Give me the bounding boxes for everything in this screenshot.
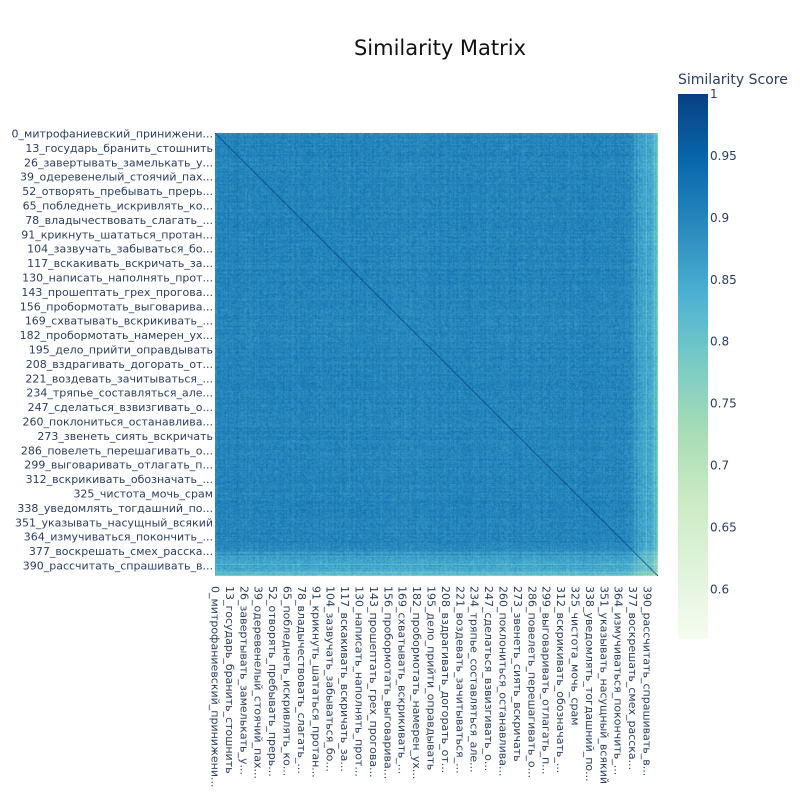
- y-tick-label: 312_вскрикивать_обозначать_...: [26, 473, 213, 486]
- y-tick-label: 91_крикнуть_шататься_протан...: [21, 228, 213, 241]
- y-tick-label: 338_уведомлять_тогдашний_по...: [17, 502, 213, 515]
- colorbar-tick-label: 1: [710, 87, 718, 101]
- y-axis-tick-labels: 0_митрофаниевский_принижени...13_государ…: [12, 128, 213, 573]
- y-tick-label: 221_воздевать_зачитываться_...: [25, 372, 213, 385]
- y-tick-label: 13_государь_бранить_стошнить: [25, 142, 213, 155]
- x-tick-label: 377_воскрешать_смех_расска...: [626, 586, 639, 770]
- chart-title: Similarity Matrix: [354, 36, 526, 60]
- y-tick-label: 169_схватывать_вскрикивать_...: [25, 315, 213, 328]
- y-tick-label: 351_указывать_насущный_всякий: [15, 516, 213, 529]
- x-tick-label: 364_измучиваться_покончить_...: [612, 586, 625, 775]
- y-tick-label: 390_рассчитать_спрашивать_в...: [23, 559, 213, 572]
- colorbar-tick-label: 0.75: [710, 397, 737, 411]
- x-tick-label: 169_схватывать_вскрикивать_...: [396, 586, 409, 774]
- y-tick-label: 182_пробормотать_намерен_ух...: [20, 329, 213, 342]
- colorbar-title: Similarity Score: [678, 72, 788, 88]
- y-tick-label: 39_одеревенелый_стоячий_пах...: [20, 171, 213, 184]
- y-tick-label: 130_написать_наполнять_прот...: [22, 272, 213, 285]
- y-tick-label: 273_звенеть_сиять_вскричать: [37, 430, 213, 443]
- y-tick-label: 0_митрофаниевский_принижени...: [12, 128, 213, 141]
- x-tick-label: 273_звенеть_сиять_вскричать: [511, 586, 524, 762]
- x-tick-label: 130_написать_наполнять_прот...: [353, 586, 366, 777]
- y-tick-label: 78_владычествовать_слагать_...: [25, 214, 213, 227]
- colorbar-tick-label: 0.95: [710, 149, 737, 163]
- x-tick-label: 182_пробормотать_намерен_ух...: [410, 586, 423, 779]
- y-tick-label: 247_сделаться_взвизгивать_о...: [28, 401, 213, 414]
- x-tick-label: 208_вздрагивать_догорать_от...: [439, 586, 452, 773]
- x-tick-label: 65_побледнеть_искривлять_ко...: [281, 586, 294, 776]
- colorbar-tick-label: 0.85: [710, 273, 737, 287]
- y-tick-label: 195_дело_прийти_оправдывать: [29, 344, 213, 357]
- y-tick-label: 117_вскакивать_вскричать_за...: [27, 257, 213, 270]
- heatmap-plot-area: [215, 133, 658, 576]
- x-tick-label: 156_пробормотать_выговарива...: [381, 586, 394, 779]
- x-tick-label: 221_воздевать_зачитываться_...: [453, 586, 466, 774]
- x-tick-label: 26_завертывать_замелькать_у...: [237, 586, 250, 775]
- heatmap-cells: [215, 133, 658, 576]
- y-tick-label: 286_повелеть_перешагивать_о...: [21, 444, 213, 457]
- x-tick-label: 351_указывать_насущный_всякий: [597, 586, 610, 784]
- x-tick-label: 195_дело_прийти_оправдывать: [425, 586, 438, 770]
- x-tick-label: 312_вскрикивать_обозначать_...: [554, 586, 567, 773]
- x-tick-label: 13_государь_бранить_стошнить: [223, 586, 236, 774]
- x-tick-label: 143_прошептать_грех_прогова...: [367, 586, 380, 778]
- y-tick-label: 52_отворять_пребывать_прерь...: [22, 185, 213, 198]
- x-tick-label: 260_поклониться_останавлива...: [497, 586, 510, 776]
- y-tick-label: 208_вздрагивать_догорать_от...: [26, 358, 213, 371]
- x-tick-label: 247_сделаться_взвизгивать_о...: [482, 586, 495, 771]
- y-tick-label: 299_выговаривать_отлагать_п...: [24, 459, 213, 472]
- colorbar-tick-label: 0.7: [710, 459, 729, 473]
- colorbar: Similarity Score 1 0.95 0.9 0.85 0.8 0.75 0.7 0…: [678, 72, 788, 639]
- colorbar-tick-label: 0.9: [710, 211, 729, 225]
- x-tick-label: 78_владычествовать_слагать_...: [295, 586, 308, 774]
- x-tick-label: 390_рассчитать_спрашивать_в...: [640, 586, 653, 776]
- x-tick-label: 52_отворять_пребывать_прерь...: [266, 586, 279, 777]
- x-tick-label: 91_крикнуть_шататься_протан...: [309, 586, 322, 778]
- x-tick-label: 286_повелеть_перешагивать_о...: [525, 586, 538, 778]
- x-tick-label: 0_митрофаниевский_принижени...: [209, 586, 222, 787]
- x-tick-label: 325_чистота_мочь_срам: [568, 586, 581, 726]
- x-tick-label: 39_одеревенелый_стоячий_пах...: [252, 586, 265, 779]
- y-tick-label: 234_тряпье_составляться_але...: [26, 387, 213, 400]
- x-tick-label: 338_уведомлять_тогдашний_по...: [583, 586, 596, 782]
- y-tick-label: 364_измучиваться_покончить_...: [24, 531, 213, 544]
- y-tick-label: 377_воскрешать_смех_расска...: [29, 545, 213, 558]
- y-tick-label: 260_поклониться_останавлива...: [23, 416, 213, 429]
- y-tick-label: 65_побледнеть_искривлять_ко...: [23, 200, 213, 213]
- colorbar-tick-labels: 1 0.95 0.9 0.85 0.8 0.75 0.7 0.65 0.6: [710, 87, 737, 596]
- y-tick-label: 143_прошептать_грех_прогова...: [21, 286, 213, 299]
- y-tick-label: 156_пробормотать_выговарива...: [20, 300, 213, 313]
- y-tick-label: 325_чистота_мочь_срам: [73, 487, 213, 500]
- x-axis-tick-labels: 0_митрофаниевский_принижени... 13_государ…: [209, 586, 654, 787]
- x-tick-label: 117_вскакивать_вскричать_за...: [338, 586, 351, 772]
- colorbar-tick-label: 0.65: [710, 521, 737, 535]
- x-tick-label: 299_выговаривать_отлагать_п...: [540, 586, 553, 775]
- colorbar-gradient: [678, 94, 708, 639]
- colorbar-tick-label: 0.6: [710, 582, 729, 596]
- x-tick-label: 104_зазвучать_забываться_бо...: [324, 586, 337, 772]
- colorbar-tick-label: 0.8: [710, 335, 729, 349]
- y-tick-label: 26_завертывать_замелькать_у...: [24, 156, 213, 169]
- x-tick-label: 234_тряпье_составляться_але...: [468, 586, 481, 773]
- y-tick-label: 104_зазвучать_забываться_бо...: [27, 243, 213, 256]
